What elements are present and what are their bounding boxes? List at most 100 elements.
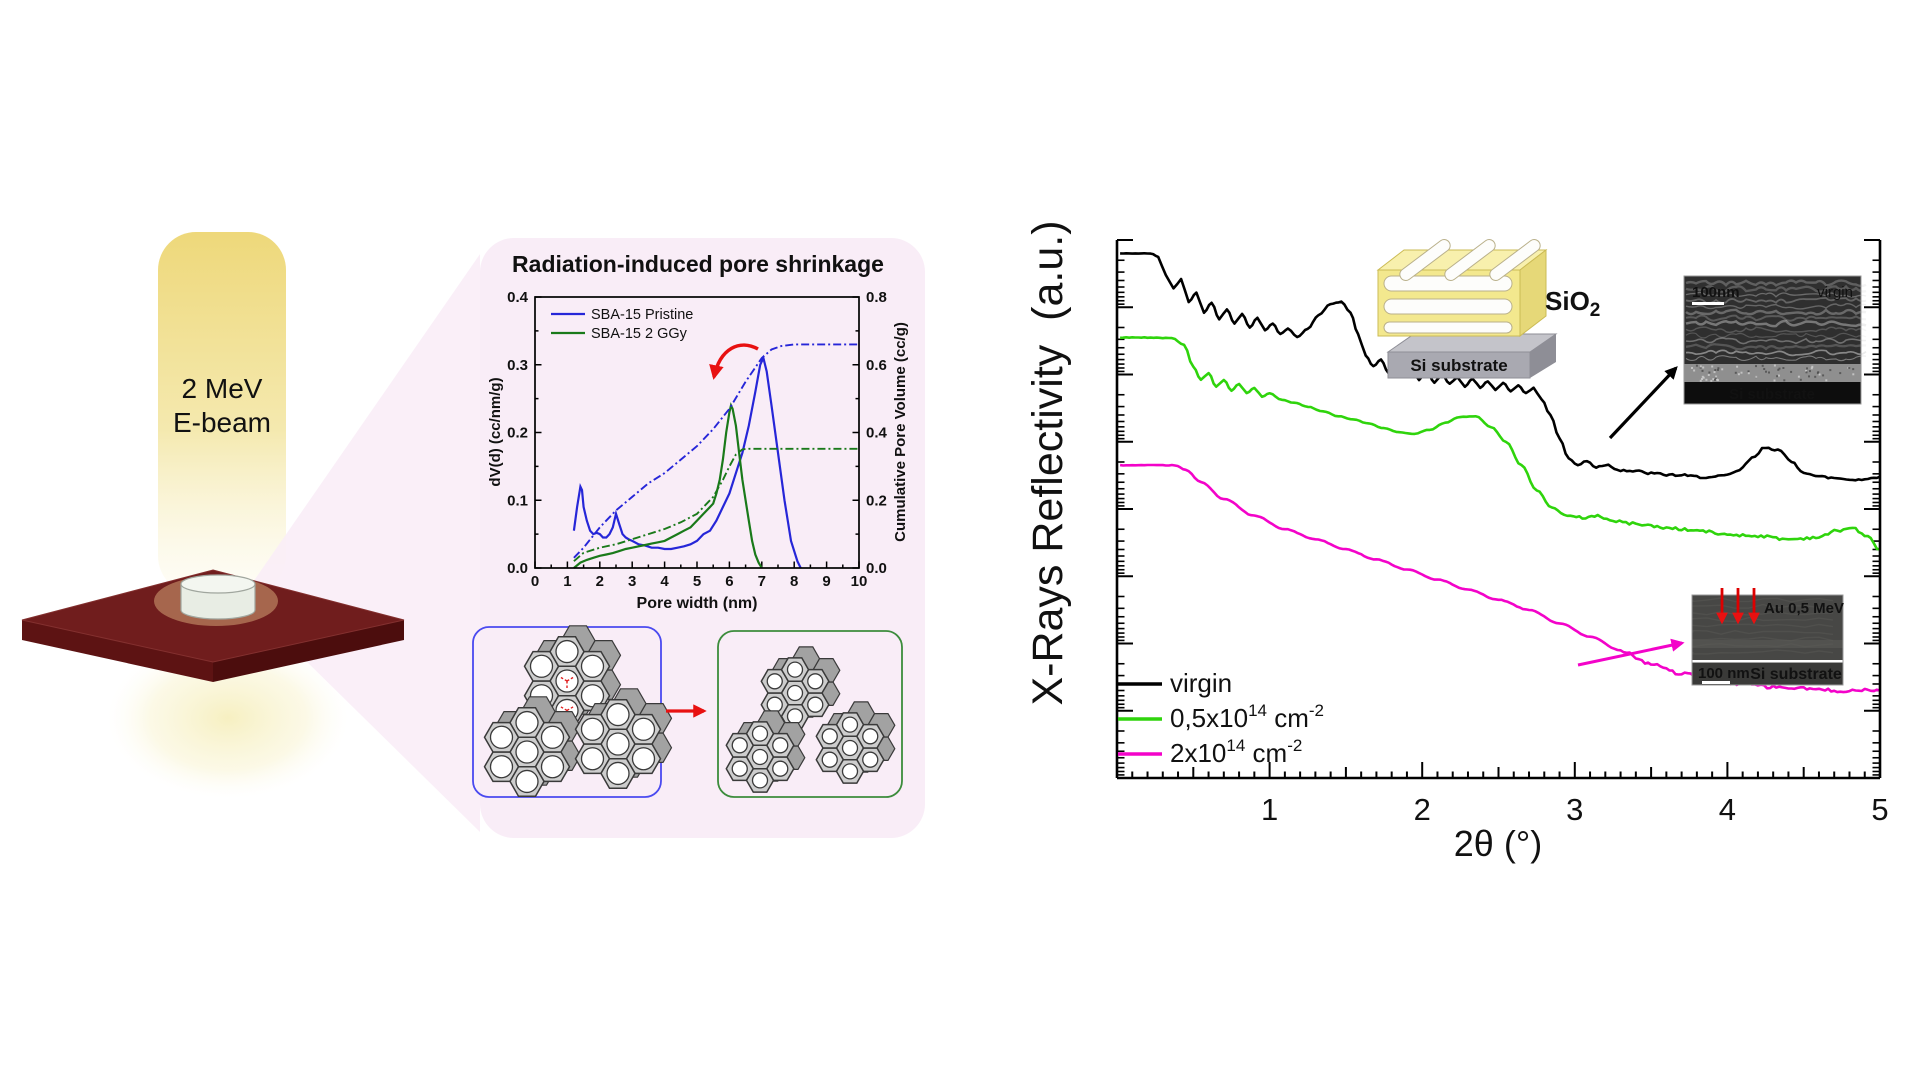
legend-label-dose1: 0,5x1014 cm-2 <box>1170 701 1324 733</box>
sem-speckle <box>1705 378 1708 381</box>
pore-size-mark <box>558 705 568 712</box>
sem-speckle <box>1714 369 1717 371</box>
xrr-legend: virgin 0,5x1014 cm-2 2x1014 cm-2 <box>1118 668 1324 768</box>
sem-speckle <box>1829 369 1832 372</box>
sem-speckle <box>1839 372 1842 375</box>
sem-speckle <box>1699 365 1702 368</box>
pore-opening <box>580 684 605 708</box>
sem-speckle <box>1763 368 1766 370</box>
sem-virgin-scalebar-label: 100nm <box>1692 284 1740 301</box>
schematic-oxide-label: SiO2 <box>1545 286 1600 321</box>
ion-beam-label: Au 0,5 MeV <box>1764 600 1844 617</box>
beam-glow <box>108 638 348 798</box>
tick-label: 0 <box>531 573 539 590</box>
pore-opening <box>731 760 748 777</box>
sem-speckle <box>1783 379 1786 382</box>
sem-speckle <box>1699 379 1702 382</box>
pore-legend: SBA-15 Pristine SBA-15 2 GGy <box>551 307 693 342</box>
sem-speckle <box>1822 374 1825 377</box>
pore-opening <box>529 654 554 678</box>
legend-label-virgin: virgin <box>1170 668 1232 698</box>
pore-opening <box>606 702 630 727</box>
xrr-curve-0-5x10-14-cm-2 <box>1120 336 1881 551</box>
tick-label: 4 <box>1719 792 1736 827</box>
sem-speckle <box>1702 366 1705 369</box>
pore-opening <box>606 732 630 756</box>
virgin-inset-arrow <box>1608 366 1678 440</box>
series-sba-15-2-ggy-cumulative <box>573 447 859 562</box>
sem-irr-substrate-label: Si substrate <box>1750 666 1842 683</box>
sem-film-texture <box>1685 284 1867 293</box>
sem-film-texture <box>1692 649 1834 655</box>
pore-opening <box>807 673 824 690</box>
sem-speckle <box>1776 375 1779 378</box>
sem-film-texture <box>1685 337 1867 345</box>
pore-xlabel: Pore width (nm) <box>637 595 758 612</box>
schematic-substrate-label: Si substrate <box>1410 356 1507 375</box>
tick-label: 0.8 <box>866 289 887 306</box>
sem-film-texture <box>1685 308 1867 316</box>
sem-speckle <box>1737 373 1740 376</box>
sem-irr-scalebar-label: 100 nm <box>1698 665 1750 682</box>
pore-opening <box>489 755 514 779</box>
sem-speckle <box>1717 379 1719 382</box>
pore-chart-frame <box>534 296 860 569</box>
tick-label: 2 <box>596 573 604 590</box>
sem-speckle <box>1799 378 1802 381</box>
pore-opening <box>489 725 514 749</box>
pore-opening <box>772 760 789 777</box>
xrr-ylabel: X-Rays Reflectivity (a.u.) <box>1024 220 1072 705</box>
sem-speckle <box>1810 367 1813 370</box>
pore-opening <box>580 654 605 678</box>
sem-speckle <box>1809 370 1811 373</box>
pore-opening <box>751 725 769 742</box>
sem-speckle <box>1714 378 1716 381</box>
sem-film-texture <box>1685 297 1867 305</box>
zoom-fan <box>242 254 480 832</box>
sem-speckle <box>1747 372 1750 375</box>
pore-ylabel-left: dV(d) (cc/nm/g) <box>487 377 504 486</box>
pore-structure-boxes <box>472 625 903 798</box>
sem-speckle <box>1778 367 1781 370</box>
pore-opening <box>540 755 565 779</box>
film-schematic-inset: Si substrate SiO2 <box>1376 239 1600 379</box>
pore-opening <box>841 739 859 757</box>
pore-size-mark <box>566 675 576 682</box>
tick-label: 0.4 <box>866 425 888 442</box>
sem-speckle <box>1714 376 1717 379</box>
pore-opening <box>821 751 838 768</box>
ion-beam-arrows <box>1716 588 1760 625</box>
sem-speckle <box>1701 378 1703 380</box>
sem-speckle <box>1691 367 1693 369</box>
tick-label: 5 <box>1871 792 1888 827</box>
pore-opening <box>515 769 539 794</box>
tick-label: 0.3 <box>507 357 528 374</box>
pore-opening <box>807 696 824 713</box>
tick-label: 0.2 <box>507 425 528 442</box>
pore-opening <box>841 763 859 780</box>
sem-film-texture <box>1685 314 1867 322</box>
tick-label: 3 <box>1566 792 1583 827</box>
pore-opening <box>786 708 804 725</box>
pore-chart-title: Radiation-induced pore shrinkage <box>512 251 884 277</box>
sem-speckle <box>1721 368 1724 371</box>
pore-cylinders <box>1383 239 1541 334</box>
beam-energy-label: 2 MeV <box>182 373 263 404</box>
irradiated-structure-box <box>717 630 903 798</box>
pore-opening <box>766 673 783 690</box>
sem-speckle <box>1713 371 1716 374</box>
sem-film-texture <box>1685 343 1867 351</box>
tick-label: 9 <box>822 573 830 590</box>
sem-speckle <box>1852 373 1855 376</box>
sem-speckle <box>1816 372 1819 375</box>
pore-size-mark <box>558 675 568 682</box>
honeycomb-front <box>725 721 795 793</box>
sem-film-texture <box>1685 332 1867 339</box>
pore-opening <box>751 772 769 789</box>
sem-inset-irradiated: 100 nm Si substrate Au 0,5 MeV <box>1691 588 1844 686</box>
pore-chart: Radiation-induced pore shrinkage 0 1 2 3 4 5 6… <box>487 251 909 612</box>
tick-label: 3 <box>628 573 636 590</box>
tick-label: 1 <box>1261 792 1278 827</box>
